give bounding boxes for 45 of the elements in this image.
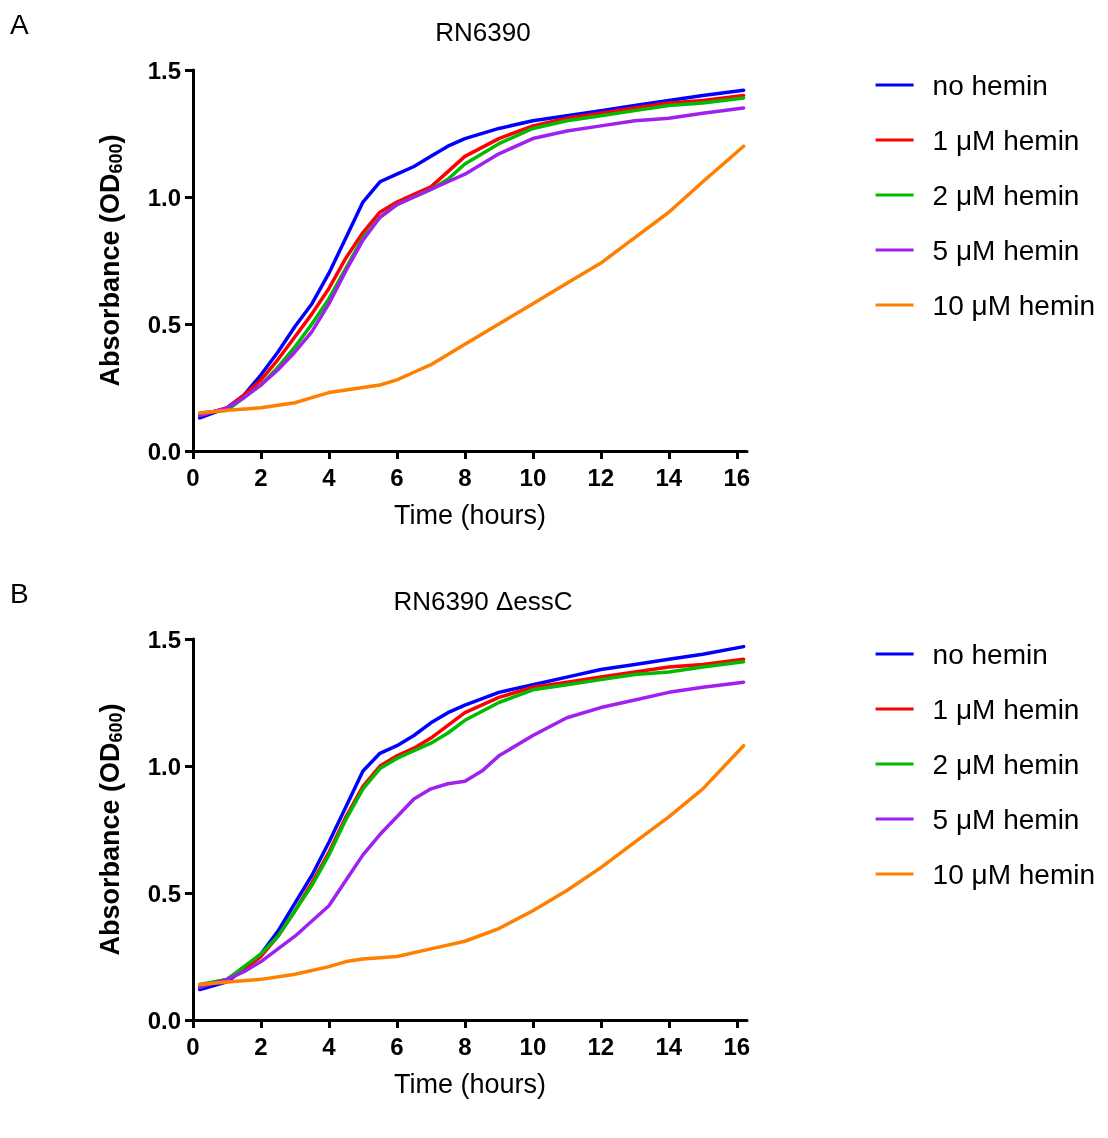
- x-tick-label: 0: [186, 463, 200, 491]
- x-tick-label: 14: [655, 463, 683, 491]
- line-series: [198, 743, 746, 987]
- x-tick-label: 10: [519, 1032, 547, 1060]
- y-tick-label: 1.0: [147, 752, 181, 780]
- x-tick-label: 0: [186, 1032, 200, 1060]
- x-tick-label: 4: [322, 463, 337, 491]
- y-axis-title: Absorbance (OD600): [95, 134, 126, 387]
- legend-label: 10 μM hemin: [932, 289, 1095, 321]
- legend-label: 2 μM hemin: [932, 179, 1080, 211]
- x-tick-label: 2: [254, 1032, 268, 1060]
- x-axis-title: Time (hours): [393, 1068, 547, 1099]
- y-tick-label: 0.0: [147, 437, 181, 465]
- y-tick-label: 1.5: [147, 56, 181, 84]
- legend-label: 5 μM hemin: [932, 803, 1080, 835]
- legend-label: 2 μM hemin: [932, 748, 1080, 780]
- x-tick-label: 12: [587, 463, 615, 491]
- legend-label: 1 μM hemin: [932, 693, 1080, 725]
- legend-label: no hemin: [932, 69, 1048, 101]
- y-tick-label: 0.5: [147, 879, 181, 907]
- x-tick-label: 8: [458, 1032, 472, 1060]
- text: A: [10, 8, 29, 40]
- chart-title: RN6390: [435, 17, 531, 47]
- x-tick-label: 16: [723, 463, 751, 491]
- x-tick-label: 2: [254, 463, 268, 491]
- x-tick-label: 16: [723, 1032, 751, 1060]
- text: B: [10, 577, 29, 609]
- x-tick-label: 12: [587, 1032, 615, 1060]
- x-axis-title: Time (hours): [393, 499, 547, 530]
- x-tick-label: 14: [655, 1032, 683, 1060]
- x-tick-label: 8: [458, 463, 472, 491]
- y-tick-label: 0.5: [147, 310, 181, 338]
- legend-label: 10 μM hemin: [932, 858, 1095, 890]
- y-tick-label: 0.0: [147, 1006, 181, 1034]
- chart-title: RN6390 ΔessC: [393, 586, 573, 616]
- x-tick-label: 10: [519, 463, 547, 491]
- y-axis-title: Absorbance (OD600): [95, 703, 126, 956]
- legend-label: 1 μM hemin: [932, 124, 1080, 156]
- x-tick-label: 6: [390, 1032, 404, 1060]
- legend-label: 5 μM hemin: [932, 234, 1080, 266]
- x-tick-label: 4: [322, 1032, 337, 1060]
- x-tick-label: 6: [390, 463, 404, 491]
- y-tick-label: 1.5: [147, 625, 181, 653]
- y-tick-label: 1.0: [147, 183, 181, 211]
- legend-label: no hemin: [932, 638, 1048, 670]
